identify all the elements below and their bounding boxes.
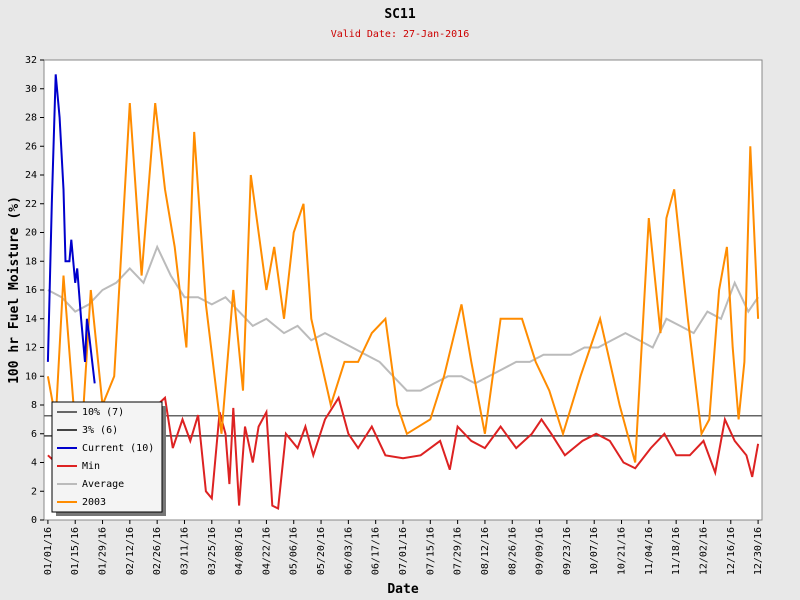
x-tick-label: 02/26/16 [152, 527, 163, 575]
legend-label: 3% (6) [82, 425, 118, 436]
y-tick-label: 18 [25, 256, 37, 267]
y-tick-label: 8 [31, 400, 37, 411]
y-tick-label: 0 [31, 515, 37, 526]
y-tick-label: 10 [25, 371, 37, 382]
y-tick-label: 26 [25, 141, 37, 152]
series-line [46, 102, 760, 477]
legend: 10% (7) 3% (6) Current (10) Min Average 2003 [51, 401, 166, 516]
y-tick-label: 12 [25, 343, 37, 354]
x-tick-label: 10/07/16 [589, 527, 600, 575]
x-tick-label: 04/22/16 [261, 527, 272, 575]
chart-subtitle: Valid Date: 27-Jan-2016 [331, 29, 469, 40]
x-tick-label: 05/06/16 [289, 527, 300, 575]
x-tick-label: 10/21/16 [617, 527, 628, 575]
y-tick-label: 6 [31, 429, 37, 440]
x-tick-label: 06/17/16 [371, 527, 382, 575]
chart-title: SC11 [384, 7, 415, 22]
x-tick-label: 08/26/16 [507, 527, 518, 575]
legend-label: Current (10) [82, 443, 154, 454]
x-tick-label: 01/01/16 [43, 527, 54, 575]
legend-label: Average [82, 479, 124, 490]
x-tick-label: 07/15/16 [425, 527, 436, 575]
x-tick-label: 11/18/16 [671, 527, 682, 575]
x-tick-label: 01/15/16 [70, 527, 81, 575]
series-line [47, 244, 759, 392]
x-tick-label: 12/30/16 [753, 527, 764, 575]
x-tick-label: 12/02/16 [698, 527, 709, 575]
y-tick-label: 22 [25, 199, 37, 210]
x-tick-label: 11/04/16 [644, 527, 655, 575]
y-tick-label: 4 [31, 458, 37, 469]
x-tick-label: 04/08/16 [234, 527, 245, 575]
y-tick-label: 32 [25, 55, 37, 66]
y-axis-label: 100 hr Fuel Moisture (%) [7, 196, 22, 384]
x-tick-label: 09/09/16 [535, 527, 546, 575]
x-tick-label: 03/25/16 [207, 527, 218, 575]
y-tick-label: 24 [25, 170, 37, 181]
y-tick-label: 30 [25, 84, 37, 95]
x-tick-label: 01/29/16 [98, 527, 109, 575]
x-tick-label: 12/16/16 [726, 527, 737, 575]
x-tick-label: 05/20/16 [316, 527, 327, 575]
x-tick-label: 07/01/16 [398, 527, 409, 575]
x-tick-label: 07/29/16 [453, 527, 464, 575]
y-tick-label: 20 [25, 228, 37, 239]
legend-label: Min [82, 461, 100, 472]
x-tick-label: 08/12/16 [480, 527, 491, 575]
legend-label: 10% (7) [82, 407, 124, 418]
x-tick-label: 03/11/16 [179, 527, 190, 575]
y-tick-label: 2 [31, 486, 37, 497]
x-tick-label: 02/12/16 [125, 527, 136, 575]
series-line [46, 74, 96, 384]
legend-label: 2003 [82, 497, 106, 508]
y-tick-label: 16 [25, 285, 37, 296]
y-tick-label: 28 [25, 113, 37, 124]
legend-box [51, 401, 163, 513]
x-axis-label: Date [387, 582, 418, 597]
x-tick-label: 06/03/16 [343, 527, 354, 575]
y-tick-label: 14 [25, 314, 37, 325]
x-tick-label: 09/23/16 [562, 527, 573, 575]
series-line [47, 395, 760, 511]
